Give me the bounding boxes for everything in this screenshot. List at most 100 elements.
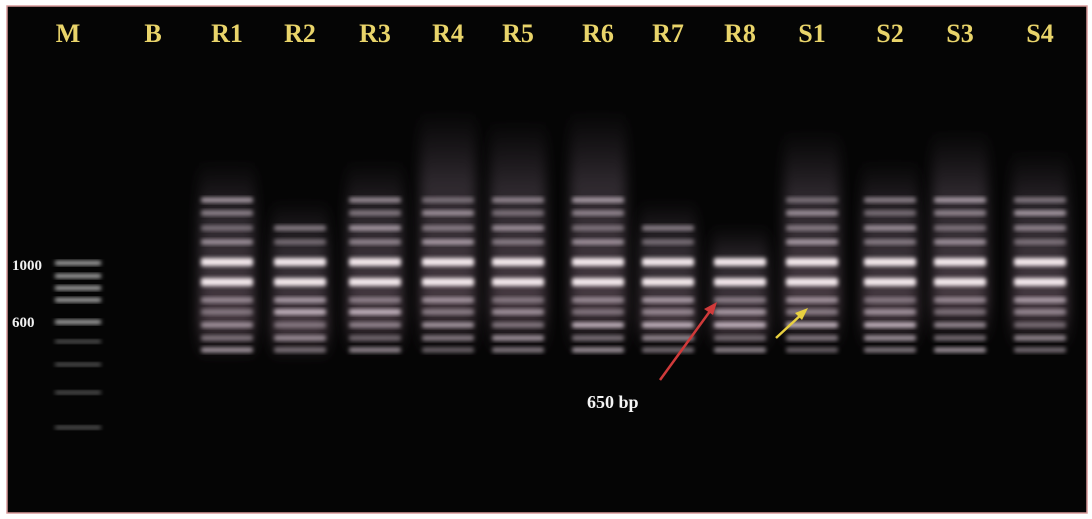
band [422, 198, 474, 203]
band [786, 278, 838, 286]
band [201, 258, 253, 266]
ladder-band [55, 320, 101, 324]
band [274, 323, 326, 328]
lane-label: R3 [359, 19, 391, 48]
lane-label: R8 [724, 19, 756, 48]
band [492, 278, 544, 286]
band [349, 298, 401, 303]
band [274, 310, 326, 315]
lane-label: S3 [946, 19, 973, 48]
band [422, 278, 474, 286]
band [349, 226, 401, 231]
band [201, 310, 253, 315]
band [201, 348, 253, 353]
band [714, 298, 766, 303]
band [786, 198, 838, 203]
band [642, 310, 694, 315]
band [1014, 278, 1066, 286]
ladder-band [55, 391, 101, 394]
band [492, 258, 544, 266]
ladder-band [55, 274, 101, 278]
band [349, 310, 401, 315]
lane-smear [862, 160, 918, 350]
band [786, 310, 838, 315]
band [714, 310, 766, 315]
band [934, 323, 986, 328]
band [274, 298, 326, 303]
band [422, 298, 474, 303]
ladder-band [55, 363, 101, 366]
lane-smear [712, 225, 768, 350]
band [642, 348, 694, 353]
ladder-band [55, 426, 101, 429]
band [274, 258, 326, 266]
band [714, 336, 766, 341]
band [201, 198, 253, 203]
band [864, 336, 916, 341]
band [786, 348, 838, 353]
band [572, 323, 624, 328]
band [864, 226, 916, 231]
band [864, 278, 916, 286]
band [492, 226, 544, 231]
band [422, 348, 474, 353]
band [274, 240, 326, 245]
band [201, 226, 253, 231]
lane-label: R2 [284, 19, 316, 48]
band [492, 298, 544, 303]
band [349, 211, 401, 216]
band [934, 310, 986, 315]
lane-label: R6 [582, 19, 614, 48]
band [492, 323, 544, 328]
lane-smear [570, 110, 626, 355]
band [864, 198, 916, 203]
band [1014, 226, 1066, 231]
band [864, 323, 916, 328]
gel-background [7, 6, 1087, 513]
lane-label: S1 [798, 19, 825, 48]
band [714, 348, 766, 353]
band [642, 258, 694, 266]
ladder-band [55, 340, 101, 343]
band [492, 240, 544, 245]
band [864, 258, 916, 266]
lane-label: S4 [1026, 19, 1053, 48]
band [201, 323, 253, 328]
band [349, 258, 401, 266]
band [642, 298, 694, 303]
band [1014, 198, 1066, 203]
band [1014, 258, 1066, 266]
band [642, 336, 694, 341]
band [786, 336, 838, 341]
band [934, 240, 986, 245]
band [422, 310, 474, 315]
band [1014, 348, 1066, 353]
lane-label: R5 [502, 19, 534, 48]
band [572, 310, 624, 315]
gel-image: 1000 600 650 bp MBR1R2R3R4R5R6R7R8S1S2S3… [0, 0, 1092, 519]
band [1014, 298, 1066, 303]
band [1014, 310, 1066, 315]
lane-label: M [56, 19, 81, 48]
band [934, 211, 986, 216]
page: 1000 600 650 bp MBR1R2R3R4R5R6R7R8S1S2S3… [0, 0, 1092, 519]
band [422, 336, 474, 341]
band [1014, 323, 1066, 328]
band [201, 298, 253, 303]
band [349, 278, 401, 286]
lane-smear [490, 120, 546, 355]
band [864, 298, 916, 303]
annotation: 650 bp [587, 392, 639, 412]
band [642, 226, 694, 231]
band [864, 348, 916, 353]
band [572, 198, 624, 203]
band [274, 348, 326, 353]
band [422, 323, 474, 328]
band [1014, 336, 1066, 341]
band [201, 240, 253, 245]
band [572, 278, 624, 286]
band [934, 298, 986, 303]
band [714, 278, 766, 286]
band [1014, 211, 1066, 216]
ladder-band [55, 298, 101, 302]
